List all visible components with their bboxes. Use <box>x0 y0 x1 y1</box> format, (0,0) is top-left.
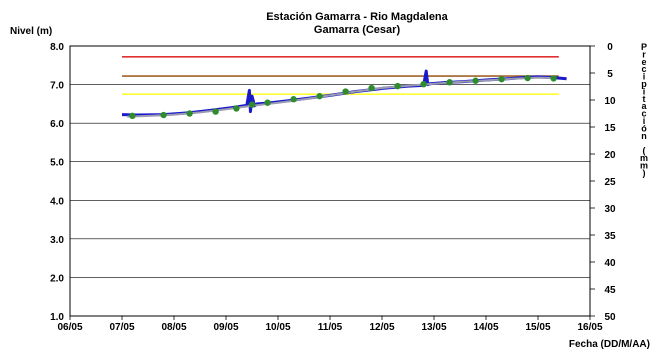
y-tick-label: 1.0 <box>50 312 64 323</box>
data-point <box>248 101 256 108</box>
y2-label-char: c <box>641 109 646 119</box>
plot-area <box>69 45 591 317</box>
y2-tick-label: 35 <box>604 231 616 242</box>
x-tick-label: 13/05 <box>421 322 446 333</box>
x-tick-label: 14/05 <box>473 322 498 333</box>
chart-title: Estación Gamarra - Rio Magdalena <box>266 11 448 23</box>
data-point <box>446 79 453 86</box>
x-tick-label: 11/05 <box>318 322 343 333</box>
y2-tick-label: 15 <box>604 123 616 134</box>
data-point <box>420 80 427 88</box>
data-point <box>498 75 505 83</box>
y2-tick-label: 40 <box>604 258 616 269</box>
data-point <box>316 92 323 100</box>
x-tick-label: 12/05 <box>369 322 394 333</box>
y2-label-char: r <box>642 49 646 59</box>
data-point <box>290 96 297 103</box>
data-point <box>472 77 479 84</box>
y2-tick-label: 10 <box>604 96 616 107</box>
data-point <box>342 88 349 95</box>
x-tick-label: 16/05 <box>577 322 602 333</box>
y2-tick-label: 5 <box>607 69 613 80</box>
y-tick-label: 2.0 <box>50 273 64 284</box>
grid <box>70 45 590 317</box>
y2-label-char: m <box>640 153 648 163</box>
series-line <box>127 76 554 118</box>
y2-tick-label: 30 <box>604 204 616 215</box>
x-tick-label: 09/05 <box>213 322 238 333</box>
y2-label-char: ( <box>643 146 646 156</box>
y2-label-char: i <box>643 86 646 96</box>
data-point <box>394 82 401 90</box>
y2-label-char: m <box>640 160 648 170</box>
y2-label-char: ó <box>641 123 647 133</box>
x-tick-label: 07/05 <box>109 322 134 333</box>
y2-label-char: c <box>641 64 646 74</box>
x-axis-label: Fecha (DD/M/AA) <box>569 339 650 350</box>
y2-label-char: n <box>641 131 647 141</box>
data-point <box>186 110 193 117</box>
x-tick-label: 10/05 <box>265 322 290 333</box>
x-tick-label: 15/05 <box>525 322 550 333</box>
y-tick-label: 7.0 <box>50 81 64 92</box>
y-tick-label: 8.0 <box>50 42 64 53</box>
data-point <box>233 105 240 112</box>
y2-label-char: i <box>643 116 646 126</box>
data-point <box>129 112 136 120</box>
y2-tick-label: 45 <box>604 285 616 296</box>
y2-axis: 0 5 10 15 20 25 30 35 40 45 50 <box>590 42 616 323</box>
data-point <box>368 84 375 92</box>
y-axis-label: Nivel (m) <box>10 26 52 37</box>
y2-label-char: e <box>641 57 646 67</box>
y2-label-char: a <box>641 101 647 111</box>
y2-tick-label: 25 <box>604 177 616 188</box>
y2-tick-label: 0 <box>607 42 613 53</box>
data-point <box>212 108 219 115</box>
x-axis: 06/05 07/05 08/05 09/05 10/05 11/05 12/05 13/05… <box>57 316 603 333</box>
data-point <box>550 75 557 82</box>
y2-label-char: ) <box>643 168 646 178</box>
data-series <box>121 69 567 120</box>
y2-label-char: p <box>641 79 647 89</box>
y-axis: 1.0 2.0 3.0 4.0 5.0 6.0 7.0 8.0 <box>50 42 64 323</box>
y2-tick-label: 50 <box>604 312 616 323</box>
y2-label-char: i <box>643 72 646 82</box>
x-tick-label: 06/05 <box>57 322 82 333</box>
y2-label-char: P <box>641 42 647 52</box>
chart-subtitle: Gamarra (Cesar) <box>314 24 401 36</box>
y-tick-label: 4.0 <box>50 196 64 207</box>
data-point <box>160 111 167 119</box>
y2-tick-label: 20 <box>604 150 616 161</box>
data-point <box>264 99 271 106</box>
data-point <box>524 74 531 82</box>
y-tick-label: 6.0 <box>50 119 64 130</box>
y-tick-label: 3.0 <box>50 235 64 246</box>
y-tick-label: 5.0 <box>50 158 64 169</box>
x-tick-label: 08/05 <box>161 322 186 333</box>
y2-label-char: t <box>643 94 646 104</box>
